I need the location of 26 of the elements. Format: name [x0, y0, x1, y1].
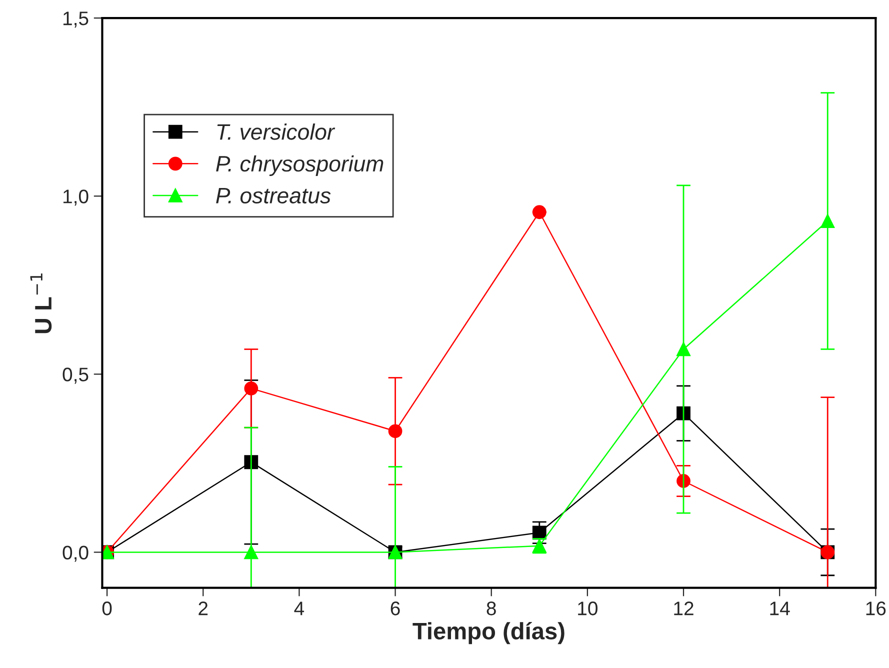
x-tick-label: 6 [390, 602, 400, 616]
legend-label: T. versicolor [217, 124, 336, 140]
legend-label: P. chrysosporium [216, 155, 384, 176]
x-tick-label: 0 [102, 602, 112, 616]
x-tick-label: 4 [294, 602, 304, 616]
point [676, 406, 690, 420]
point [244, 545, 258, 560]
x-axis-title: Tiempo (días) [412, 622, 564, 644]
y-tick-label: 1,0 [63, 190, 88, 206]
x-tick-label: 10 [578, 602, 598, 616]
x-tick-label: 16 [866, 602, 886, 616]
point [244, 381, 258, 396]
x-tick-label: 14 [770, 602, 790, 616]
x-tick-label: 8 [486, 602, 496, 616]
y-tick-label: 1,5 [63, 12, 88, 28]
point [820, 214, 835, 228]
y-axis-title: U L$^{−1}$ [30, 273, 52, 334]
x-tick-label: 2 [198, 602, 208, 616]
x-tick-label: 12 [674, 602, 694, 616]
point [388, 424, 402, 438]
y-tick-label: 0,0 [62, 546, 88, 562]
y-tick-label: 0,5 [62, 368, 88, 384]
point [532, 205, 546, 220]
point [532, 526, 546, 540]
point [676, 342, 690, 356]
legend-label: P. ostreatus [216, 188, 331, 204]
